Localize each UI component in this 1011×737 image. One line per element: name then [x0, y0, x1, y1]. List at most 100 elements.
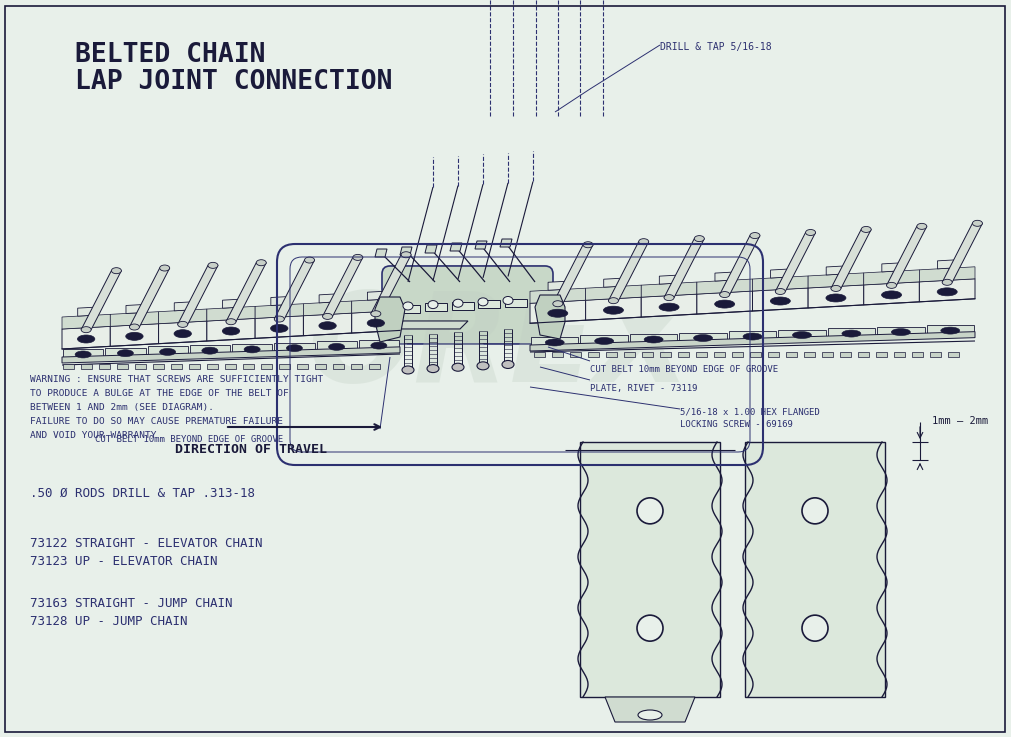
Polygon shape — [808, 285, 863, 308]
Bar — [840, 352, 850, 357]
Bar — [506, 298, 527, 307]
Bar — [729, 331, 776, 342]
Polygon shape — [375, 249, 387, 257]
Ellipse shape — [353, 254, 363, 260]
Bar — [679, 332, 727, 343]
Ellipse shape — [770, 297, 791, 305]
Polygon shape — [530, 288, 585, 303]
Polygon shape — [274, 260, 314, 319]
Polygon shape — [863, 270, 919, 285]
Bar — [99, 364, 109, 369]
Text: LOCKING SCREW - 69169: LOCKING SCREW - 69169 — [680, 420, 793, 429]
Polygon shape — [770, 269, 790, 278]
Polygon shape — [222, 299, 240, 308]
Polygon shape — [585, 285, 641, 300]
Ellipse shape — [129, 324, 140, 330]
Polygon shape — [375, 297, 405, 342]
Polygon shape — [110, 324, 159, 346]
Polygon shape — [826, 266, 845, 275]
Ellipse shape — [271, 324, 288, 332]
Text: BETWEEN 1 AND 2mm (SEE DIAGRAM).: BETWEEN 1 AND 2mm (SEE DIAGRAM). — [30, 403, 214, 412]
Ellipse shape — [427, 365, 439, 373]
Ellipse shape — [274, 316, 284, 322]
Polygon shape — [609, 242, 649, 301]
Bar — [351, 364, 362, 369]
Polygon shape — [255, 304, 303, 318]
Polygon shape — [62, 315, 110, 329]
Ellipse shape — [637, 615, 663, 641]
Polygon shape — [752, 288, 808, 311]
Ellipse shape — [371, 342, 387, 349]
Ellipse shape — [111, 268, 121, 273]
Bar — [570, 352, 580, 357]
Polygon shape — [882, 263, 901, 272]
Ellipse shape — [178, 321, 188, 327]
Ellipse shape — [503, 296, 513, 304]
Bar — [63, 364, 74, 369]
Bar — [274, 343, 314, 354]
Polygon shape — [697, 291, 752, 314]
Polygon shape — [500, 239, 512, 247]
Bar — [425, 303, 447, 311]
Bar — [369, 364, 379, 369]
Text: 73123 UP - ELEVATOR CHAIN: 73123 UP - ELEVATOR CHAIN — [30, 555, 217, 568]
Polygon shape — [697, 279, 752, 294]
Polygon shape — [367, 291, 384, 300]
Bar — [894, 352, 905, 357]
Ellipse shape — [609, 298, 619, 304]
Ellipse shape — [720, 292, 730, 298]
Text: DIRECTION OF TRAVEL: DIRECTION OF TRAVEL — [175, 443, 327, 456]
Polygon shape — [919, 267, 975, 282]
Ellipse shape — [477, 362, 489, 370]
Polygon shape — [425, 245, 437, 253]
Text: LAP JOINT CONNECTION: LAP JOINT CONNECTION — [75, 69, 392, 95]
Polygon shape — [352, 310, 400, 333]
Bar — [261, 364, 272, 369]
Polygon shape — [62, 326, 110, 349]
Polygon shape — [450, 243, 462, 251]
Polygon shape — [352, 298, 400, 313]
Ellipse shape — [208, 262, 218, 268]
Bar — [207, 364, 217, 369]
Bar — [750, 352, 760, 357]
Polygon shape — [942, 223, 983, 282]
Polygon shape — [319, 294, 336, 303]
Bar — [828, 328, 876, 339]
Bar — [315, 364, 326, 369]
Bar — [359, 340, 399, 351]
Ellipse shape — [222, 327, 240, 335]
Bar — [768, 352, 778, 357]
Polygon shape — [863, 282, 919, 305]
Polygon shape — [81, 270, 121, 329]
Ellipse shape — [917, 223, 927, 229]
Polygon shape — [303, 313, 352, 336]
Ellipse shape — [160, 265, 170, 271]
Bar — [858, 352, 868, 357]
Ellipse shape — [802, 498, 828, 524]
Polygon shape — [887, 226, 927, 285]
Ellipse shape — [887, 282, 897, 288]
Bar — [630, 334, 677, 345]
Ellipse shape — [452, 363, 464, 371]
Ellipse shape — [831, 285, 841, 291]
Bar — [316, 341, 357, 352]
Polygon shape — [530, 300, 585, 324]
Bar — [534, 352, 545, 357]
Polygon shape — [831, 229, 871, 288]
Bar — [232, 344, 272, 355]
Bar — [190, 345, 229, 356]
Polygon shape — [159, 309, 207, 324]
Bar — [732, 352, 743, 357]
Polygon shape — [605, 697, 695, 722]
Ellipse shape — [806, 229, 816, 236]
Bar — [531, 337, 578, 348]
Bar — [189, 364, 199, 369]
Ellipse shape — [583, 242, 593, 248]
Polygon shape — [808, 273, 863, 288]
Bar — [822, 352, 833, 357]
Text: BELTED CHAIN: BELTED CHAIN — [75, 42, 266, 68]
Text: TO PRODUCE A BULGE AT THE EDGE OF THE BELT OF: TO PRODUCE A BULGE AT THE EDGE OF THE BE… — [30, 389, 289, 398]
Bar — [452, 301, 474, 310]
Polygon shape — [548, 282, 567, 290]
Bar — [148, 346, 188, 357]
